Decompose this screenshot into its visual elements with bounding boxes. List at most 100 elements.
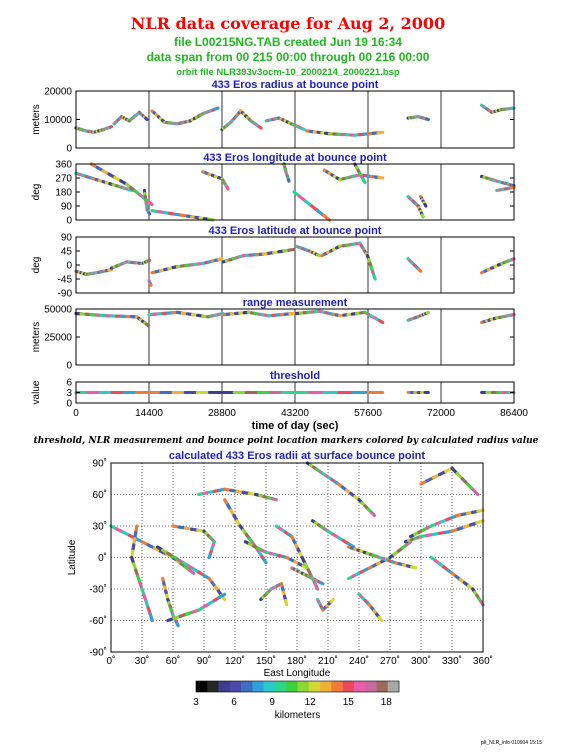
series-segment [479,313,516,325]
y-tick-label: 10000 [44,115,72,126]
panel-latitude: 433 Eros latitude at bounce point -90 -45 0… [31,225,516,300]
colorbar-tick-label: 15 [343,697,355,708]
colorbar-swatch [308,681,321,692]
x-tick-label: 14400 [135,408,163,419]
data-mark [213,106,220,111]
y-tick-label: 6 [66,378,72,389]
track-segment [223,498,268,565]
track-segment [243,540,309,570]
data-mark [319,581,325,586]
y-tick-label: 90˚ [93,458,107,470]
data-mark [270,497,278,502]
track-segment [419,466,480,497]
track-segment [347,545,418,570]
colorbar-tick-label: 9 [269,697,275,708]
data-mark [423,202,428,208]
data-mark [146,199,154,207]
data-mark [417,267,423,273]
series-segment [142,188,152,216]
track-segment [347,540,413,581]
colorbar-swatch [387,681,400,692]
data-mark [312,581,320,591]
track-segment [197,487,278,502]
y-axis-label: meters [31,322,42,353]
file-line: file L00215NG.TAB created Jun 19 16:34 [174,35,402,49]
y-tick-label: 0 [66,261,72,272]
colorbar-label: kilometers [275,710,321,721]
data-mark [300,126,306,132]
x-tick-label: 330˚ [442,655,462,667]
y-axis-label: value [31,380,42,404]
x-tick-label: 90˚ [197,655,211,667]
series-segment [406,310,430,322]
x-tick-label: 210˚ [318,655,338,667]
data-mark [361,177,367,185]
series-segment [150,257,224,275]
track-segment [259,582,289,607]
track-segment [109,524,196,575]
colorbar-swatch [207,681,219,692]
series-segment [479,257,516,275]
radius-colorbar: 3 6 9 12 15 18 kilometers [193,680,400,721]
span-line: data span from 00 215 00:00 through 00 2… [147,50,430,64]
y-tick-label: 270 [55,174,72,185]
track-segment [290,566,325,586]
panel-title: 433 Eros radius at bounce point [212,79,379,91]
data-mark [284,598,289,607]
series-segment [292,190,332,222]
series-segment [353,162,367,185]
series-segment [294,309,385,325]
y-tick-label: 0 [66,399,72,410]
track-segment [130,524,154,623]
x-tick-label: 240˚ [349,655,369,667]
x-tick-label: 57600 [354,408,382,419]
panel-title: range measurement [243,297,348,309]
data-mark [148,612,154,623]
colorbar-tick-label: 3 [193,697,199,708]
data-mark [378,319,385,325]
x-axis-label: time of day (sec) [252,420,339,432]
x-tick-label: 270˚ [380,655,400,667]
series-segment [294,244,321,258]
data-mark [217,257,224,262]
track-segment [166,592,227,623]
y-tick-label: -30˚ [89,584,107,596]
x-tick-label: 300˚ [411,655,431,667]
colorbar-tick-label: 18 [381,697,393,708]
y-tick-label: -90˚ [89,647,107,659]
series-segment [406,257,423,273]
y-tick-label: 25000 [44,333,72,344]
y-tick-label: 90 [61,202,73,213]
time-series-panels: 433 Eros radius at bounce point 0 10000 200… [31,79,528,432]
series-segment [74,171,134,193]
y-tick-label: 0 [66,216,72,227]
y-tick-label: -90 [58,289,73,300]
track-segment [403,519,485,544]
series-segment [74,311,151,328]
data-mark [144,116,149,122]
x-tick-label: 180˚ [287,655,307,667]
series-segment [479,174,516,188]
series-segment [74,125,114,134]
data-mark [217,592,227,600]
x-tick-label: 360˚ [473,655,493,667]
colorbar-swatch [342,681,355,692]
colorbar-swatch [286,681,298,692]
track-segment [429,555,485,607]
series-segment [89,162,154,207]
y-tick-label: 30˚ [93,521,107,533]
panel-title: 433 Eros longitude at bounce point [203,152,387,164]
surface-map: calculated 433 Eros radii at surface bou… [67,450,493,679]
map-frame [110,462,484,653]
data-mark [377,615,384,623]
y-tick-label: 3 [66,388,72,399]
panel-radius: 433 Eros radius at bounce point 0 10000 200… [31,79,516,155]
data-mark [321,213,332,222]
data-mark [329,597,335,604]
y-tick-label: 180 [55,188,72,199]
y-tick-label: 20000 [44,87,72,98]
series-segment [109,258,152,270]
y-tick-label: -60˚ [89,615,107,627]
